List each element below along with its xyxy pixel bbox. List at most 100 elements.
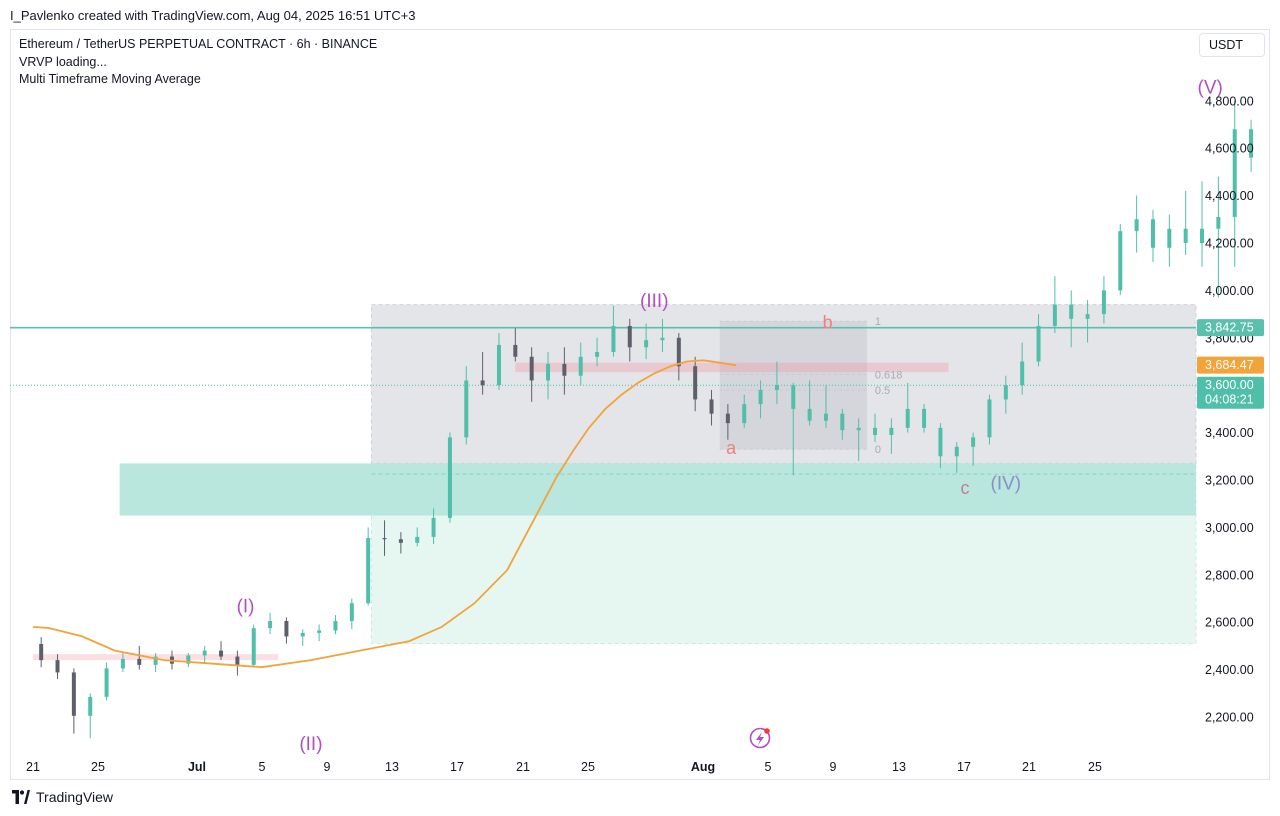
candle-body bbox=[1134, 219, 1139, 232]
fib-label: 0.5 bbox=[875, 385, 890, 397]
candle-body bbox=[1232, 129, 1237, 217]
y-tick-label: 4,400.00 bbox=[1205, 189, 1254, 203]
x-tick-label: 13 bbox=[385, 760, 399, 774]
moving-average-layer bbox=[32, 359, 737, 669]
price-tag-label: 3,684.47 bbox=[1205, 358, 1254, 372]
candle-body bbox=[676, 337, 681, 367]
candle-body bbox=[856, 427, 861, 431]
indicator-mtf-ma[interactable]: Multi Timeframe Moving Average bbox=[19, 72, 201, 86]
y-tick-label: 2,200.00 bbox=[1205, 711, 1254, 725]
candle-body bbox=[693, 366, 698, 400]
candle-body bbox=[464, 380, 469, 438]
x-tick-label: 21 bbox=[516, 760, 530, 774]
abc-label: b bbox=[823, 312, 833, 332]
candle-body bbox=[120, 658, 125, 669]
price-tag-label: 3,842.75 bbox=[1205, 321, 1254, 335]
candle-body bbox=[971, 437, 976, 447]
candle-body bbox=[889, 427, 894, 435]
candle-body bbox=[627, 325, 632, 348]
candle-body bbox=[905, 408, 910, 428]
price-tag-bg bbox=[1197, 319, 1264, 337]
y-tick-label: 2,800.00 bbox=[1205, 568, 1254, 582]
wave-label: (V) bbox=[1198, 78, 1223, 99]
candle-body bbox=[922, 408, 927, 428]
candle-body bbox=[660, 337, 665, 341]
symbol-title[interactable]: Ethereum / TetherUS PERPETUAL CONTRACT ·… bbox=[19, 37, 378, 51]
abc-label: c bbox=[960, 478, 969, 498]
candle-body bbox=[349, 603, 354, 622]
candle-body bbox=[317, 630, 322, 633]
candle-body bbox=[840, 413, 845, 431]
candle-body bbox=[202, 650, 207, 656]
candle-body bbox=[71, 672, 76, 716]
wave-label: (II) bbox=[299, 734, 322, 755]
y-tick-label: 3,000.00 bbox=[1205, 521, 1254, 535]
x-tick-label: 9 bbox=[324, 760, 331, 774]
price-tag-label: 3,600.00 bbox=[1205, 378, 1254, 392]
candle-body bbox=[513, 344, 518, 357]
price-tag-bg bbox=[1197, 376, 1264, 409]
x-tick-label: Aug bbox=[691, 760, 715, 774]
candle-body bbox=[529, 356, 534, 381]
candle-body bbox=[742, 404, 747, 424]
candle-body bbox=[300, 632, 305, 637]
candle-body bbox=[1200, 228, 1205, 243]
candle-body bbox=[1150, 219, 1155, 248]
candle-body bbox=[791, 385, 796, 409]
x-tick-label: 5 bbox=[259, 760, 266, 774]
candle-body bbox=[366, 538, 371, 604]
x-tick-label: 21 bbox=[1022, 760, 1036, 774]
y-tick-label: 4,800.00 bbox=[1205, 94, 1254, 108]
candle-body bbox=[938, 427, 943, 457]
candle-body bbox=[987, 399, 992, 438]
candle-body bbox=[415, 536, 420, 543]
wave-label: (III) bbox=[640, 291, 669, 312]
x-tick-label: 25 bbox=[1088, 760, 1102, 774]
candle-body bbox=[709, 399, 714, 414]
candle-body bbox=[595, 352, 600, 357]
candle-body bbox=[1167, 228, 1172, 248]
candle-body bbox=[1069, 304, 1074, 319]
chart-frame[interactable] bbox=[10, 29, 1270, 780]
zones-layer bbox=[33, 304, 1197, 661]
indicator-vrvp[interactable]: VRVP loading... bbox=[19, 54, 107, 69]
candle-body bbox=[578, 356, 583, 376]
candle-body bbox=[1020, 361, 1025, 386]
candle-body bbox=[611, 325, 616, 353]
currency-selector[interactable]: USDT bbox=[1199, 33, 1265, 57]
candle-body bbox=[284, 621, 289, 637]
candle-body bbox=[644, 340, 649, 348]
y-tick-label: 3,400.00 bbox=[1205, 426, 1254, 440]
x-tick-label: 13 bbox=[892, 760, 906, 774]
candle-body bbox=[1216, 216, 1221, 229]
price-axis: 2,200.00 2,400.00 2,600.00 2,800.00 3,000.00… bbox=[1205, 94, 1254, 724]
candle-body bbox=[1085, 314, 1090, 319]
candle-body bbox=[758, 389, 763, 405]
x-tick-label: Jul bbox=[188, 760, 206, 774]
candle-body bbox=[954, 446, 959, 457]
candle-body bbox=[774, 385, 779, 390]
x-tick-label: 17 bbox=[957, 760, 971, 774]
abc-label: a bbox=[726, 438, 737, 458]
candle-body bbox=[137, 658, 142, 665]
candle-body bbox=[546, 363, 551, 381]
candle-body bbox=[1183, 228, 1188, 243]
candle-body bbox=[104, 668, 109, 697]
candle-body bbox=[431, 517, 436, 537]
time-axis: 21 25 Jul 5 9 13 17 21 25 Aug 5 9 13 17 21 25 bbox=[26, 760, 1102, 774]
x-tick-label: 21 bbox=[26, 760, 40, 774]
candle-body bbox=[382, 538, 387, 540]
fib-label: 0.618 bbox=[875, 370, 903, 382]
candle-body bbox=[39, 644, 44, 661]
candle-body bbox=[186, 655, 191, 664]
candle-body bbox=[153, 656, 158, 665]
candle-body bbox=[55, 660, 60, 673]
candle-body bbox=[398, 539, 403, 543]
y-tick-label: 4,200.00 bbox=[1205, 237, 1254, 251]
candle-body bbox=[562, 363, 567, 376]
fib-label: 0 bbox=[875, 444, 881, 456]
x-tick-label: 5 bbox=[765, 760, 772, 774]
event-icon[interactable] bbox=[749, 727, 771, 749]
